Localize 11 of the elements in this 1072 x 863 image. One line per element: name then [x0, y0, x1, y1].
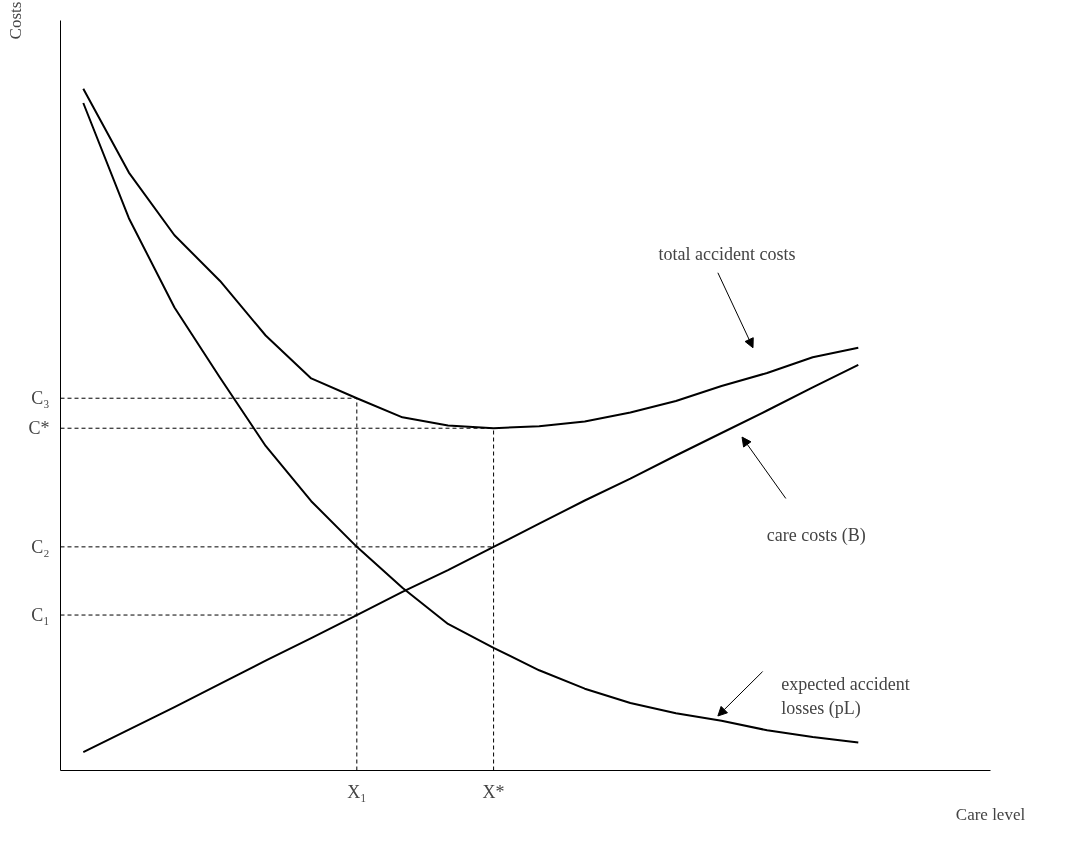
annotation: care costs (B)	[766, 525, 866, 547]
annotation: C₂	[31, 536, 50, 557]
x-tick-label: X₁	[347, 781, 367, 802]
annotation: C₁	[31, 605, 50, 626]
annotation: C*	[28, 418, 50, 439]
annotation: C₃	[31, 388, 50, 409]
annotation: total accident costs	[658, 244, 796, 265]
annotation: expected accident losses (pL)	[781, 673, 910, 719]
x-tick-label: X*	[482, 781, 505, 802]
y-axis-title: Costs	[6, 1, 26, 40]
x-axis-title: Care level	[955, 804, 1026, 824]
